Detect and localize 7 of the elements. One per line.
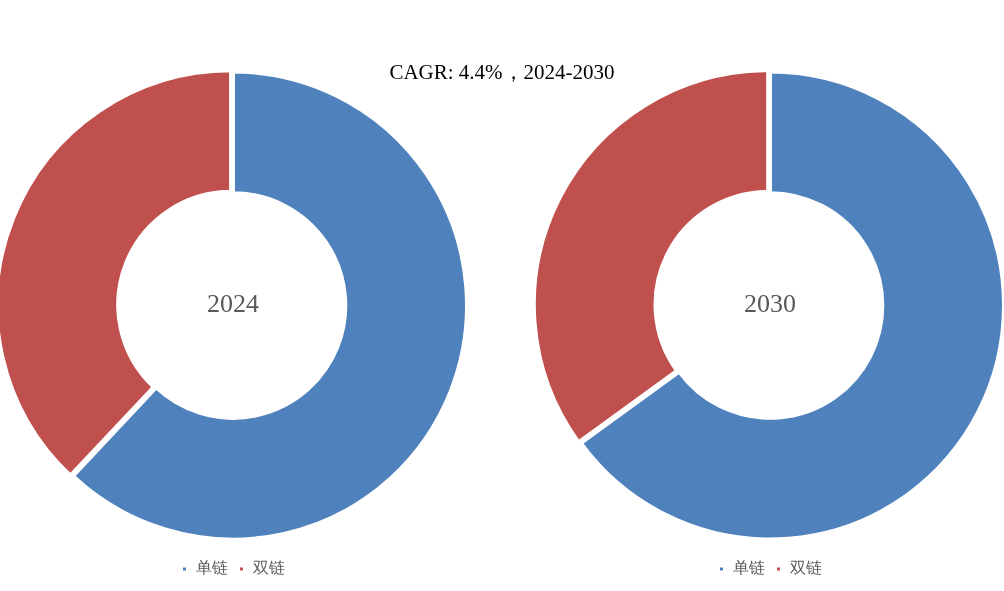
legend-label: 单链 [196, 558, 228, 578]
text: 2030 [744, 289, 796, 319]
legend-label: 单链 [733, 558, 765, 578]
legend-label: 双链 [253, 558, 285, 578]
text: CAGR: 4.4%，2024-2030 [388, 59, 616, 86]
text: 2024 [207, 289, 259, 319]
legend-label: 双链 [790, 558, 822, 578]
